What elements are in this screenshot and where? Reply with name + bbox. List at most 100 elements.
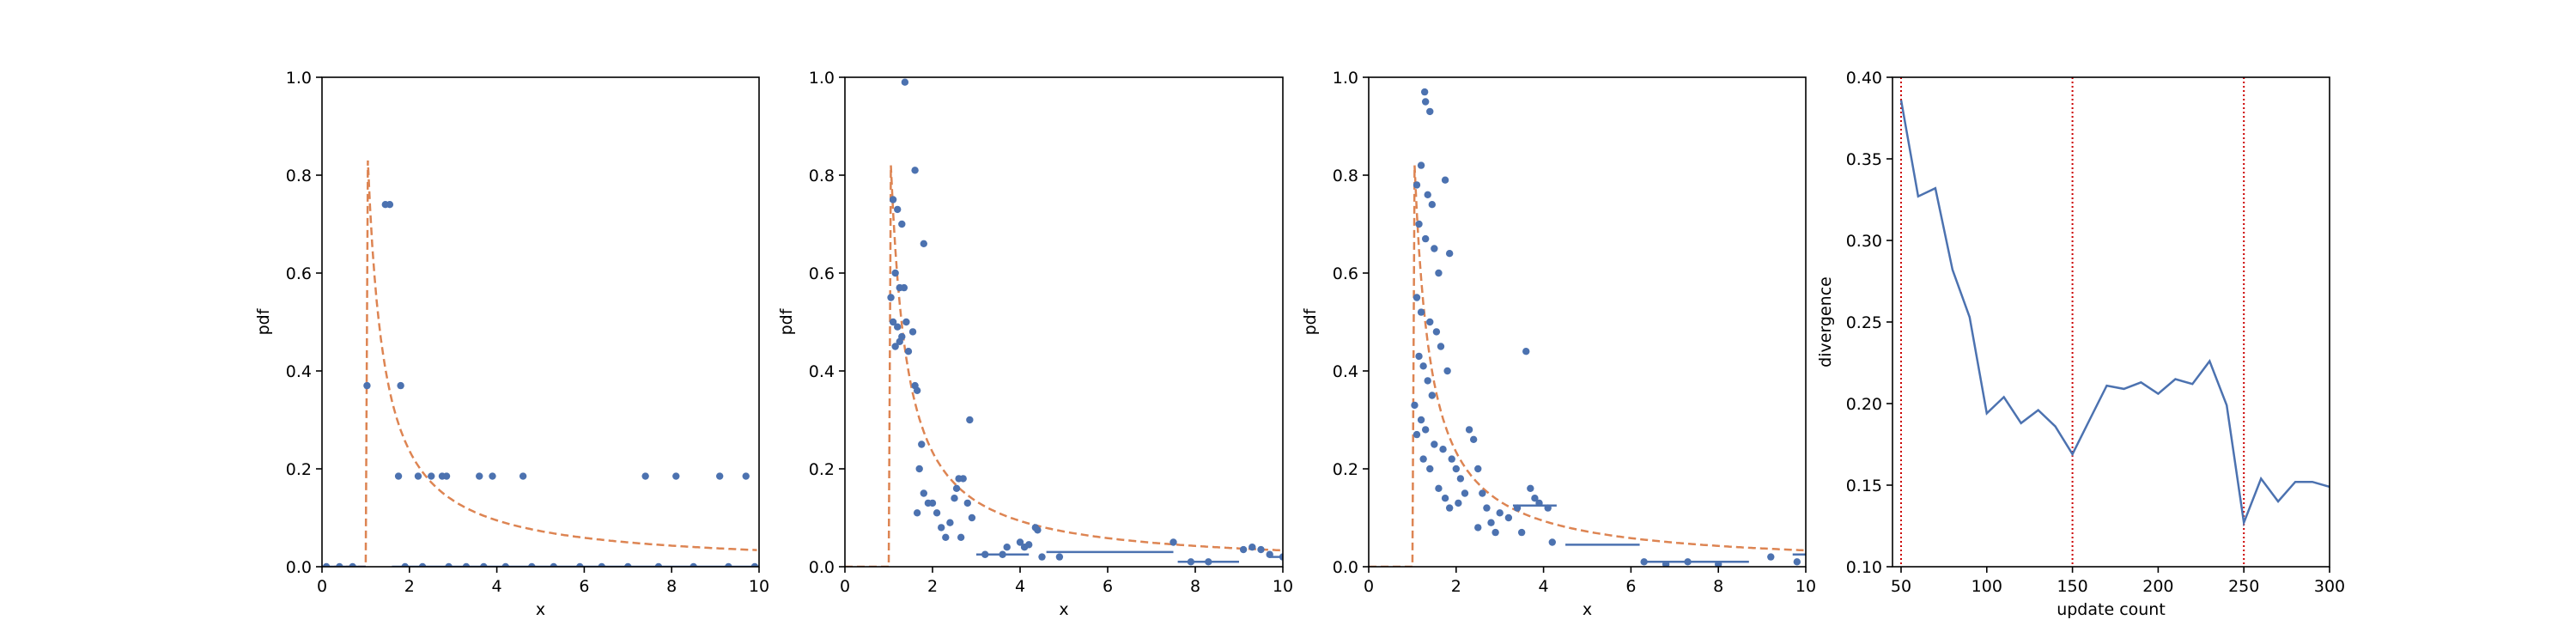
y-axis-label: pdf bbox=[1301, 307, 1320, 335]
data-point bbox=[1715, 560, 1722, 567]
data-point bbox=[725, 562, 732, 567]
data-point bbox=[1038, 553, 1046, 561]
data-point bbox=[442, 472, 451, 480]
axes-frame bbox=[1368, 76, 1807, 568]
y-tick-label: 0.0 bbox=[1333, 558, 1358, 577]
x-tick-label: 100 bbox=[1971, 577, 2002, 596]
y-tick-label: 0.4 bbox=[809, 362, 835, 381]
data-point bbox=[428, 472, 435, 480]
data-point bbox=[1441, 176, 1449, 184]
x-tick-label: 6 bbox=[1625, 577, 1636, 596]
data-point bbox=[911, 167, 919, 174]
data-point bbox=[894, 323, 902, 331]
data-point bbox=[598, 562, 605, 567]
y-tick-label: 0.40 bbox=[1846, 69, 1882, 88]
x-tick-label: 250 bbox=[2228, 577, 2259, 596]
data-point bbox=[1496, 509, 1504, 517]
data-point bbox=[1411, 401, 1419, 410]
x-tick-label: 2 bbox=[404, 577, 415, 596]
y-tick-label: 0.8 bbox=[1333, 167, 1358, 185]
data-point bbox=[938, 524, 945, 532]
chart-panel-4: 50 100 150 200 250 300 0.10 0.15 0.20 0.25 0.30 0.3… bbox=[1816, 69, 2345, 619]
chart-panel-1: 0 2 4 6 8 10 0.0 0.2 0.4 0.6 0.8 1.0 x pdf bbox=[254, 69, 769, 619]
data-point bbox=[1535, 499, 1543, 507]
y-tick-label: 1.0 bbox=[809, 69, 835, 88]
data-point bbox=[1474, 465, 1482, 473]
x-tick-label: 10 bbox=[749, 577, 769, 596]
data-point bbox=[1417, 308, 1425, 316]
y-tick-label: 0.20 bbox=[1846, 395, 1882, 414]
chart-panel-3: 0 2 4 6 8 10 0.0 0.2 0.4 0.6 0.8 1.0 x pdf bbox=[1301, 69, 1816, 619]
data-point bbox=[968, 513, 976, 522]
data-point bbox=[942, 533, 950, 541]
data-point bbox=[1417, 161, 1425, 169]
x-tick-label: 150 bbox=[2057, 577, 2087, 596]
y-tick-label: 0.8 bbox=[809, 167, 835, 185]
data-point bbox=[1544, 504, 1552, 512]
data-point bbox=[1415, 352, 1423, 361]
data-point bbox=[1424, 377, 1431, 385]
data-point bbox=[1487, 519, 1495, 526]
data-point bbox=[1426, 107, 1434, 116]
y-tick-label: 0.2 bbox=[809, 460, 835, 479]
data-point bbox=[1435, 484, 1443, 492]
data-point bbox=[322, 562, 331, 567]
data-point bbox=[913, 386, 921, 394]
data-point bbox=[1662, 560, 1670, 567]
x-tick-label: 4 bbox=[492, 577, 502, 596]
data-point bbox=[1504, 513, 1513, 522]
data-point bbox=[462, 562, 471, 567]
data-point bbox=[918, 440, 926, 448]
data-point bbox=[1428, 392, 1437, 399]
axes-frame bbox=[844, 76, 1284, 568]
y-tick-label: 1.0 bbox=[286, 69, 312, 88]
data-point bbox=[1479, 489, 1486, 497]
data-point bbox=[1419, 455, 1427, 463]
x-tick-label: 8 bbox=[1713, 577, 1723, 596]
data-point bbox=[1413, 181, 1421, 189]
data-point bbox=[1684, 558, 1692, 566]
x-axis-label: x bbox=[1583, 600, 1592, 619]
data-point bbox=[981, 550, 989, 558]
data-point bbox=[1413, 430, 1421, 439]
data-point bbox=[1548, 538, 1556, 546]
data-point bbox=[963, 499, 972, 507]
data-point bbox=[501, 562, 509, 567]
data-point bbox=[1437, 343, 1445, 350]
data-point bbox=[1445, 504, 1454, 512]
x-tick-label: 300 bbox=[2314, 577, 2345, 596]
data-point bbox=[908, 328, 917, 336]
data-point bbox=[928, 499, 937, 507]
data-point bbox=[363, 381, 371, 390]
data-point bbox=[1456, 475, 1465, 483]
data-point bbox=[641, 472, 649, 480]
data-point bbox=[904, 348, 913, 355]
data-point bbox=[386, 201, 394, 209]
data-point bbox=[1767, 553, 1775, 561]
y-tick-label: 0.6 bbox=[1333, 264, 1358, 283]
data-point bbox=[1452, 465, 1461, 473]
data-point bbox=[576, 562, 584, 567]
data-point bbox=[1531, 495, 1539, 502]
data-point bbox=[1455, 499, 1462, 507]
data-point bbox=[414, 472, 422, 480]
y-tick-label: 0.6 bbox=[809, 264, 835, 283]
plot-area bbox=[1899, 77, 2330, 567]
data-point bbox=[915, 465, 923, 473]
y-tick-label: 0.15 bbox=[1846, 477, 1882, 495]
data-point bbox=[1435, 269, 1443, 277]
data-point bbox=[933, 509, 941, 517]
data-point bbox=[1257, 545, 1265, 554]
data-point bbox=[1431, 440, 1438, 448]
data-point bbox=[951, 495, 958, 502]
x-tick-label: 4 bbox=[1015, 577, 1025, 596]
data-point bbox=[690, 562, 697, 567]
y-tick-label: 1.0 bbox=[1333, 69, 1358, 88]
data-point bbox=[1279, 553, 1283, 561]
data-point bbox=[913, 509, 921, 517]
data-point bbox=[1465, 426, 1473, 434]
data-point bbox=[476, 472, 483, 480]
data-point bbox=[920, 489, 928, 497]
data-point bbox=[1483, 504, 1491, 512]
